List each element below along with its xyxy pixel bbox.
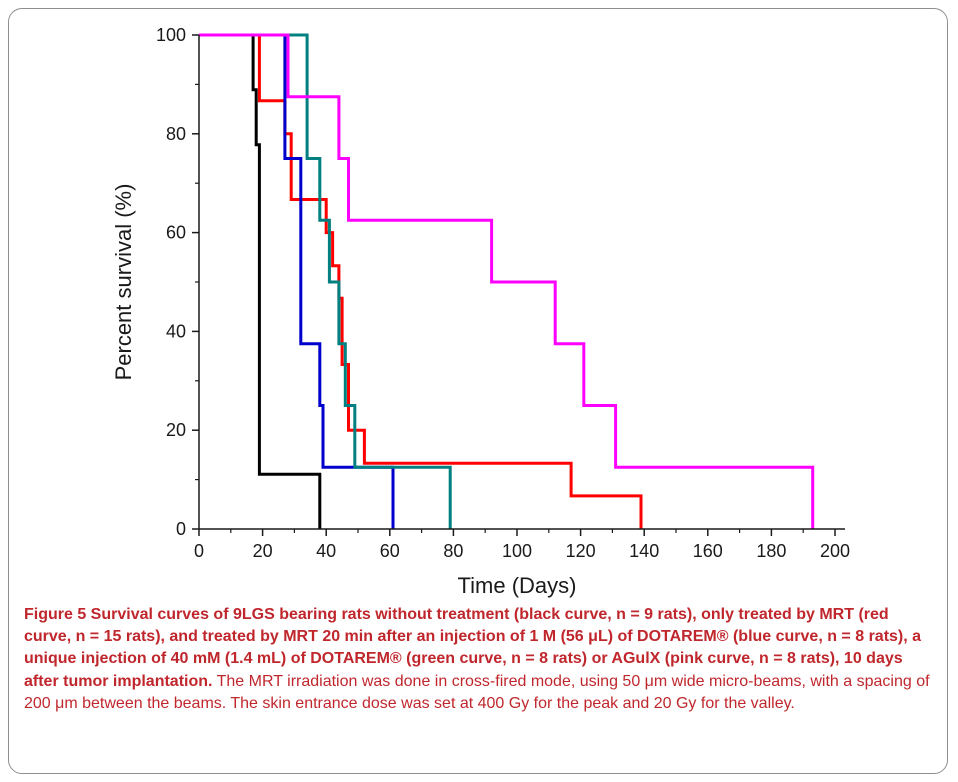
y-tick-label: 0 bbox=[176, 519, 186, 539]
x-tick-label: 20 bbox=[253, 541, 273, 561]
x-tick-label: 80 bbox=[443, 541, 463, 561]
y-tick-label: 100 bbox=[156, 25, 186, 45]
series-line-2 bbox=[199, 33, 643, 529]
x-tick-label: 180 bbox=[756, 541, 786, 561]
caption-lead: Figure 5 Survival curves of 9LGS bearing… bbox=[24, 606, 922, 690]
axes-layer: 0 20 40 60 80 100 120 140 160 180 200 0 20 40 60 80 100 bbox=[156, 25, 850, 561]
figure-caption: Figure 5 Survival curves of 9LGS bearing… bbox=[24, 604, 936, 715]
x-tick-label: 120 bbox=[566, 541, 596, 561]
series-line-3 bbox=[199, 33, 395, 529]
x-tick-label: 0 bbox=[194, 541, 204, 561]
caption-body: The MRT irradiation was done in cross-fi… bbox=[24, 672, 930, 712]
y-tick-label: 40 bbox=[166, 321, 186, 341]
series-line-5 bbox=[199, 33, 815, 529]
y-tick-label: 80 bbox=[166, 124, 186, 144]
y-tick-label: 20 bbox=[166, 420, 186, 440]
x-tick-label: 60 bbox=[380, 541, 400, 561]
figure-frame bbox=[8, 8, 948, 774]
x-tick-label: 40 bbox=[316, 541, 336, 561]
y-axis-title: Percent survival (%) bbox=[111, 184, 136, 381]
series-line-4 bbox=[199, 33, 452, 529]
x-tick-label: 160 bbox=[693, 541, 723, 561]
series-line-1 bbox=[199, 33, 322, 529]
series-layer bbox=[199, 33, 815, 529]
survival-chart: 0 20 40 60 80 100 120 140 160 180 200020406080100 … bbox=[111, 25, 850, 598]
x-tick-label: 140 bbox=[629, 541, 659, 561]
y-tick-label: 60 bbox=[166, 223, 186, 243]
x-tick-label: 200 bbox=[820, 541, 850, 561]
x-tick-label: 100 bbox=[502, 541, 532, 561]
x-axis-title: Time (Days) bbox=[458, 573, 577, 598]
